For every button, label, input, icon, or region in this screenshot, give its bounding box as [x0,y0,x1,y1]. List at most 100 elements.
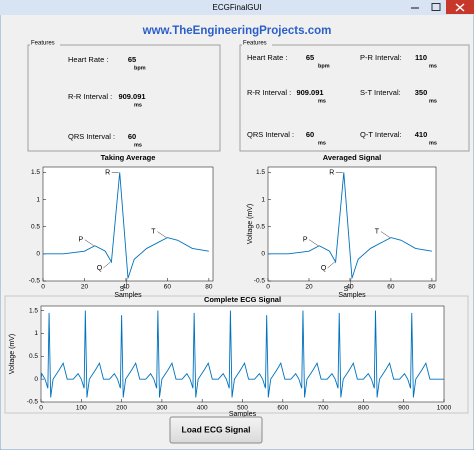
annotation-arrow [327,261,335,269]
feature-value: 110 [415,53,427,62]
feature-label: Q-T Interval: [360,130,402,139]
feature-label: Heart Rate : [68,55,108,64]
y-tick-label: 1.5 [31,169,40,176]
x-tick-label: 800 [358,405,369,412]
feature-label: QRS Interval : [247,130,294,139]
feature-label: S-T Interval: [360,88,401,97]
load-button[interactable] [169,416,263,444]
annotation-arrow [349,278,352,290]
x-tick-label: 400 [197,405,208,412]
panel-title-bg [242,39,272,47]
y-tick-label: 0.5 [31,223,40,230]
signal-line [268,172,432,279]
x-tick-label: 20 [305,284,313,291]
feature-label: Heart Rate : [247,53,287,62]
feature-value: 60 [128,132,136,141]
y-tick-label: 0 [261,251,265,258]
y-axis-label: Voltage (mV) [9,334,16,374]
wave-annotation: T [375,228,380,235]
feature-value: 410 [415,130,428,139]
annotation-arrow [157,231,167,238]
plot-title: Taking Average [101,153,156,162]
x-tick-label: 20 [81,284,89,291]
minimize-button[interactable] [405,1,425,13]
x-tick-label: 60 [387,284,395,291]
feature-unit: ms [429,63,437,69]
annotation-arrow [380,231,391,238]
x-tick-label: 200 [116,405,127,412]
feature-value: 909.091 [118,92,145,101]
wave-annotation: P [78,237,83,244]
plot-area [42,166,214,282]
feature-unit: ms [134,102,142,108]
panel-title-bg [30,39,60,47]
x-tick-label: 600 [277,405,288,412]
x-tick-label: 60 [164,284,172,291]
feature-unit: ms [429,98,437,104]
x-tick-label: 80 [205,284,213,291]
panel-title: Features [31,41,55,47]
maximize-icon [431,3,441,11]
y-tick-label: 1 [36,196,40,203]
feature-value: 65 [306,53,314,62]
feature-value: 350 [415,88,428,97]
wave-annotation: P [303,237,308,244]
plot-area [40,305,445,403]
y-tick-label: 1.5 [29,307,38,314]
x-tick-label: 0 [41,284,45,291]
feature-value: 909.091 [296,88,323,97]
maximize-button[interactable] [427,1,445,13]
y-tick-label: 1 [34,330,38,337]
annotation-arrow [125,278,128,290]
y-tick-label: 1 [261,196,265,203]
y-tick-label: 0 [36,251,40,258]
feature-value: 65 [128,55,136,64]
x-tick-label: 0 [39,405,43,412]
plot-area [267,166,437,282]
feature-unit: bpm [318,63,330,69]
x-tick-label: 100 [76,405,87,412]
title-bar [0,0,474,15]
feature-unit: bpm [134,65,146,71]
window-controls [405,0,474,14]
plot-title: Averaged Signal [323,153,382,162]
feature-unit: ms [318,140,326,146]
x-tick-label: 80 [428,284,436,291]
feature-value: 60 [306,130,314,139]
feature-label: P-R Interval: [360,53,402,62]
x-axis-label: Samples [114,292,142,299]
wave-annotation: S [120,286,125,293]
wave-annotation: Q [321,265,327,272]
y-tick-label: 0.5 [256,223,265,230]
y-tick-label: 0.5 [29,353,38,360]
load-button-label[interactable]: Load ECG Signal [182,424,251,434]
site-header: www.TheEngineeringProjects.com [142,25,332,37]
wave-annotation: R [105,169,110,176]
feature-label: R-R Interval : [68,92,112,101]
x-tick-label: 500 [237,405,248,412]
feature-label: R-R Interval : [247,88,291,97]
feature-unit: ms [429,140,437,146]
y-tick-label: -0.5 [27,399,39,406]
panel-title: Features [243,41,267,47]
plot-title: Complete ECG Signal [204,295,281,304]
wave-annotation: R [329,169,334,176]
x-tick-label: 700 [318,405,329,412]
feature-unit: ms [318,98,326,104]
y-axis-label: Voltage (mV) [247,204,254,244]
y-tick-label: -0.5 [29,278,41,285]
feature-unit: ms [134,142,142,148]
close-icon [455,3,465,12]
annotation-arrow [103,261,111,269]
features-panel [27,44,221,152]
y-tick-label: 1.5 [256,169,265,176]
wave-annotation: S [344,286,349,293]
annotation-arrow [84,239,94,246]
annotation-arrow [309,239,319,246]
wave-annotation: Q [97,265,103,272]
x-tick-label: 0 [266,284,270,291]
wave-annotation: T [151,228,156,235]
x-tick-label: 300 [156,405,167,412]
